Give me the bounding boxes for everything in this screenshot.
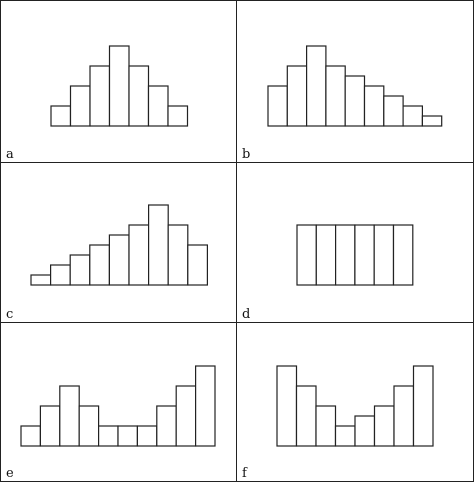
panel-f: f (242, 365, 434, 481)
histogram-bar-c-5 (108, 234, 130, 286)
histogram-bar-d-6 (392, 224, 414, 286)
histogram-bar-b-5 (344, 75, 366, 127)
panel-label-b: b (242, 147, 250, 162)
histogram-bar-e-7 (136, 425, 158, 447)
histogram-bar-e-5 (97, 425, 119, 447)
histogram-bar-b-9 (421, 115, 443, 127)
histogram-bar-c-9 (187, 244, 209, 286)
histogram-bar-a-3 (89, 65, 111, 127)
bars (267, 45, 443, 127)
histogram-bar-e-6 (117, 425, 138, 447)
bars (20, 365, 216, 447)
histogram-bar-e-9 (175, 385, 197, 447)
histogram-bar-f-3 (315, 405, 337, 447)
bars (30, 204, 209, 286)
histogram-bar-e-1 (20, 425, 41, 447)
histogram-bar-c-1 (30, 274, 52, 286)
histogram-bar-e-8 (156, 405, 177, 447)
histogram-bar-c-2 (49, 264, 71, 286)
histogram-bar-d-4 (354, 224, 375, 286)
histogram-bar-f-5 (354, 415, 376, 447)
histogram-bar-c-8 (167, 224, 189, 286)
histogram-bar-d-5 (373, 224, 395, 286)
panel-label-a: a (6, 147, 14, 162)
histogram-bar-b-2 (286, 65, 308, 127)
histogram-bar-b-1 (267, 85, 288, 127)
histogram-bar-a-2 (69, 85, 91, 127)
histogram-bar-f-1 (276, 365, 298, 447)
histogram-bar-f-7 (393, 385, 415, 447)
bars (296, 224, 414, 286)
histogram-bar-f-8 (412, 365, 434, 447)
bars (276, 365, 434, 447)
histogram-bar-e-10 (195, 365, 216, 447)
histogram-bar-c-6 (128, 224, 150, 286)
histogram-bar-c-7 (148, 204, 169, 286)
histogram-bar-a-1 (50, 105, 72, 127)
histogram-bar-b-4 (325, 65, 346, 127)
histogram-bar-c-4 (89, 244, 111, 286)
histogram-bar-f-2 (295, 385, 317, 447)
histogram-bar-e-2 (39, 405, 61, 447)
panel-c: c (6, 204, 209, 322)
bars (50, 45, 189, 127)
panel-label-d: d (242, 307, 250, 322)
histogram-bar-d-2 (315, 224, 337, 286)
histogram-bar-e-4 (78, 405, 100, 447)
panel-label-f: f (242, 466, 248, 481)
panel-label-c: c (6, 307, 13, 322)
histogram-bar-b-6 (363, 85, 385, 127)
histogram-bar-b-8 (402, 105, 424, 127)
panel-b: b (242, 45, 443, 162)
histogram-bar-d-3 (335, 224, 356, 286)
histogram-bar-a-4 (108, 45, 130, 127)
panel-label-e: e (6, 466, 14, 481)
panel-d: d (242, 224, 414, 322)
panel-a: a (6, 45, 189, 162)
histogram-bar-a-7 (167, 105, 189, 127)
panel-e: e (6, 365, 216, 481)
histogram-bar-e-3 (59, 385, 80, 447)
histogram-bar-f-4 (334, 425, 356, 447)
histogram-bar-b-3 (306, 45, 327, 127)
histogram-bar-f-6 (373, 405, 395, 447)
histogram-bar-c-3 (69, 254, 91, 286)
histogram-bar-a-5 (128, 65, 150, 127)
histogram-bar-d-1 (296, 224, 317, 286)
histogram-bar-b-7 (383, 95, 404, 127)
histogram-bar-a-6 (147, 85, 169, 127)
